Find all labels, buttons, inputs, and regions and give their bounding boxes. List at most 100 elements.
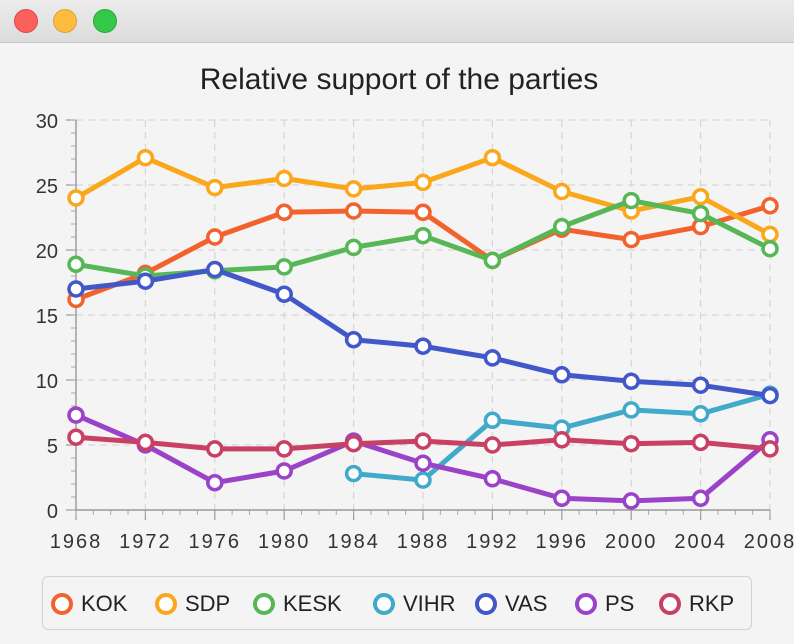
series-vas [67, 260, 779, 405]
chart-title: Relative support of the parties [200, 63, 599, 96]
y-tick-label: 30 [36, 111, 58, 133]
data-point [483, 148, 502, 167]
legend-marker-icon [373, 593, 395, 615]
legend-item-kesk: KESK [253, 577, 342, 631]
data-point [275, 462, 293, 480]
data-point [275, 440, 293, 458]
data-point [761, 386, 779, 405]
x-tick-label: 1988 [397, 531, 450, 553]
data-point [761, 440, 779, 458]
data-point [275, 285, 293, 303]
x-tick-label: 1972 [119, 531, 172, 553]
chart-legend: KOK SDP KESK VIHR VAS PS RKP [42, 576, 752, 630]
x-tick-label: 2004 [674, 531, 727, 553]
data-point [622, 191, 640, 210]
data-point [67, 428, 85, 446]
data-point [344, 464, 363, 483]
data-point [344, 330, 363, 349]
chart-series [67, 148, 779, 510]
data-point [275, 258, 293, 276]
data-point [691, 405, 710, 423]
data-point [483, 251, 502, 270]
data-point [414, 471, 432, 489]
data-point [67, 280, 85, 298]
data-point [275, 203, 293, 222]
data-point [761, 225, 779, 244]
data-point [206, 260, 224, 279]
data-point [483, 436, 502, 454]
data-point [553, 431, 571, 449]
data-point [622, 492, 640, 510]
data-point [136, 148, 155, 167]
data-point [691, 187, 710, 206]
data-point [206, 178, 224, 197]
legend-item-ps: PS [575, 577, 634, 631]
data-point [414, 173, 432, 192]
data-point [344, 238, 363, 257]
legend-label: SDP [185, 591, 231, 616]
data-point [67, 189, 85, 207]
minimize-window-button[interactable] [53, 9, 77, 33]
data-point [691, 433, 710, 452]
legend-item-vihr: VIHR [373, 577, 456, 631]
x-tick-label: 1996 [536, 531, 589, 553]
legend-marker-icon [475, 593, 497, 615]
legend-marker-icon [155, 593, 177, 615]
legend-label: KESK [283, 591, 342, 616]
data-point [344, 202, 363, 220]
data-point [483, 411, 502, 430]
x-tick-label: 2008 [744, 531, 794, 553]
data-point [483, 349, 502, 367]
data-point [761, 197, 779, 215]
data-point [275, 169, 293, 188]
data-point [206, 473, 224, 492]
y-tick-label: 0 [47, 501, 58, 523]
close-window-button[interactable] [14, 9, 38, 33]
data-point [761, 239, 779, 258]
data-point [414, 226, 432, 245]
data-point [344, 434, 363, 453]
data-point [136, 433, 155, 452]
series-vihr [344, 385, 779, 489]
window-titlebar [0, 0, 794, 43]
data-point [414, 432, 432, 450]
maximize-window-button[interactable] [93, 9, 117, 33]
chart-axes: 0 5 10 15 20 25 30 1968 1972 1976 1980 1984 1988 1992… [36, 111, 794, 553]
data-point [691, 204, 710, 223]
data-point [553, 182, 571, 201]
series-sdp [67, 148, 779, 244]
data-point [414, 454, 432, 472]
data-point [691, 376, 710, 394]
data-point [691, 489, 710, 508]
y-tick-label: 5 [47, 436, 58, 458]
y-tick-label: 15 [36, 306, 58, 328]
data-point [622, 230, 640, 249]
series-rkp [67, 428, 779, 458]
data-point [136, 272, 155, 290]
x-tick-label: 1968 [50, 531, 103, 553]
legend-item-rkp: RKP [659, 577, 734, 631]
data-point [622, 372, 640, 391]
x-tick-label: 1992 [466, 531, 519, 553]
data-point [67, 255, 85, 274]
data-point [622, 434, 640, 453]
data-point [414, 203, 432, 222]
data-point [553, 217, 571, 236]
legend-marker-icon [51, 593, 73, 615]
legend-marker-icon [659, 593, 681, 615]
x-tick-label: 2000 [605, 531, 658, 553]
y-tick-label: 20 [36, 241, 58, 263]
legend-label: VIHR [403, 591, 456, 616]
x-tick-label: 1976 [189, 531, 242, 553]
y-tick-label: 25 [36, 176, 58, 198]
legend-label: KOK [81, 591, 128, 616]
legend-marker-icon [575, 593, 597, 615]
data-point [414, 337, 432, 355]
data-point [206, 440, 224, 458]
line-chart: Relative support of the parties 0 5 10 15 20… [36, 63, 794, 553]
legend-label: PS [605, 591, 635, 616]
legend-item-vas: VAS [475, 577, 547, 631]
legend-label: RKP [689, 591, 735, 616]
legend-item-kok: KOK [51, 577, 127, 631]
